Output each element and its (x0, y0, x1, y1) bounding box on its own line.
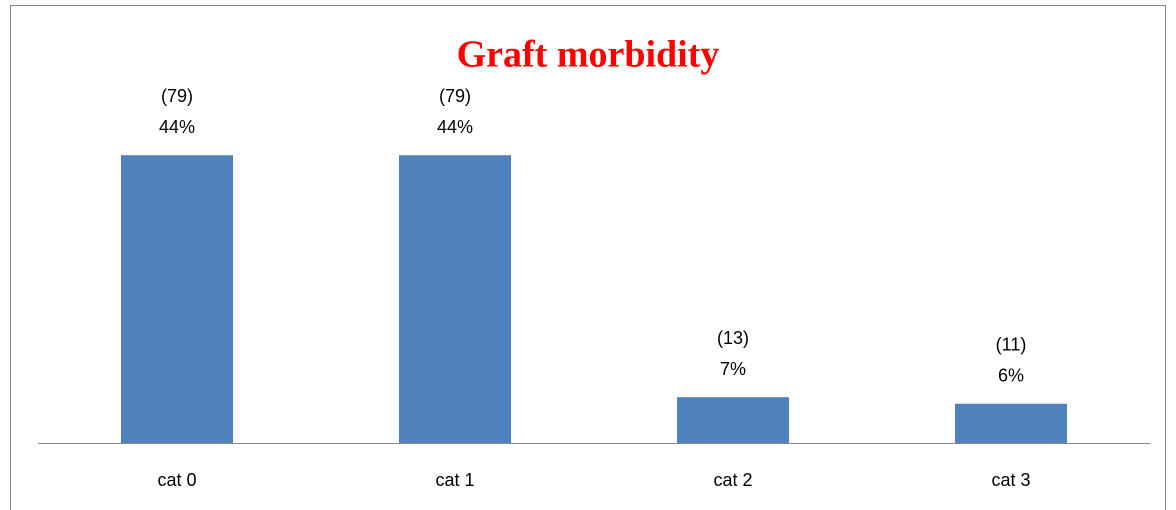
bar (399, 155, 511, 444)
bar (677, 397, 789, 443)
x-tick-label: cat 0 (157, 470, 196, 490)
bar (955, 403, 1067, 443)
x-tick-label: cat 2 (713, 470, 752, 490)
value-label: 6% (998, 366, 1024, 386)
bar (121, 155, 233, 444)
count-label: (13) (717, 328, 749, 348)
chart-title: Graft morbidity (457, 34, 720, 76)
value-label: 7% (720, 359, 746, 379)
count-label: (11) (996, 335, 1027, 355)
value-label: 44% (159, 117, 195, 137)
x-tick-label: cat 3 (991, 470, 1030, 490)
count-label: (79) (439, 86, 471, 106)
count-label: (79) (161, 86, 193, 106)
x-tick-label: cat 1 (435, 470, 474, 490)
value-label: 44% (437, 117, 473, 137)
